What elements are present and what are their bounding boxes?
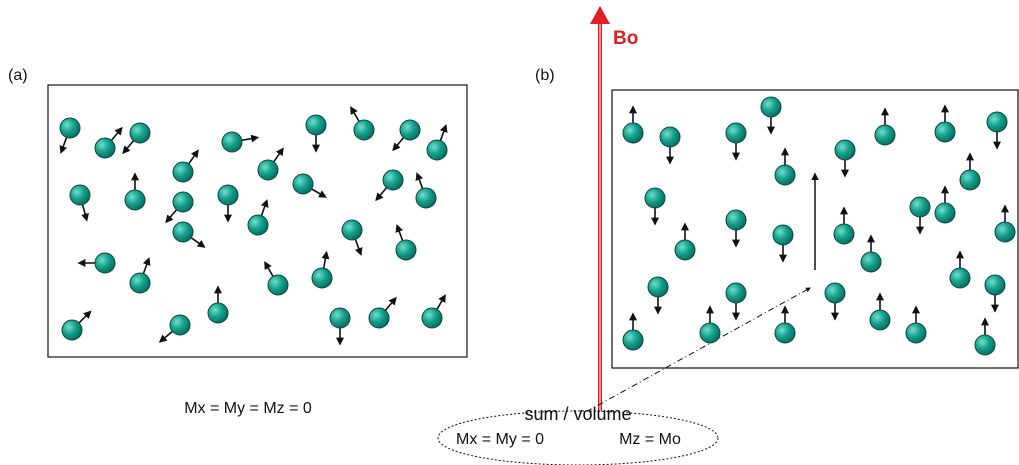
spin [369, 308, 389, 328]
spin [985, 275, 1005, 295]
note-right: Mz = Mo [619, 431, 681, 448]
spin [427, 140, 447, 160]
spin [173, 222, 193, 242]
spin [910, 197, 930, 217]
spin [875, 125, 895, 145]
spin [675, 240, 695, 260]
spin [342, 220, 362, 240]
spin [975, 335, 995, 355]
spin [95, 138, 115, 158]
spin [870, 310, 890, 330]
spin [645, 188, 665, 208]
spin [62, 320, 82, 340]
spin [130, 123, 150, 143]
spin [906, 323, 926, 343]
spin [125, 190, 145, 210]
spin [222, 132, 242, 152]
panel-a-caption: Mx = My = Mz = 0 [184, 400, 312, 417]
spin [761, 97, 781, 117]
spin [416, 188, 436, 208]
spin [995, 222, 1015, 242]
spin [726, 283, 746, 303]
spin [268, 275, 288, 295]
spin [648, 277, 668, 297]
spin [130, 273, 150, 293]
field-arrow-head [590, 6, 610, 24]
spin [950, 268, 970, 288]
diagram: (a) Mx = My = Mz = 0 (b) Bo sum / volume… [0, 0, 1019, 465]
note-left: Mx = My = 0 [456, 431, 544, 448]
spin [306, 115, 326, 135]
spin [248, 215, 268, 235]
spin [623, 123, 643, 143]
spin [935, 203, 955, 223]
spin [775, 323, 795, 343]
panel-a-label: (a) [8, 67, 28, 84]
spin [960, 170, 980, 190]
spin [834, 224, 854, 244]
spin [660, 127, 680, 147]
spin [354, 120, 374, 140]
spin [170, 315, 190, 335]
spin [173, 162, 193, 182]
spin [208, 303, 228, 323]
spin [987, 112, 1007, 132]
spin [775, 165, 795, 185]
panel-b-label: (b) [535, 67, 555, 84]
spin [773, 225, 793, 245]
spin [60, 118, 80, 138]
spin [95, 253, 115, 273]
spin [330, 308, 350, 328]
spin [70, 185, 90, 205]
field-label: Bo [613, 28, 638, 49]
spin [312, 268, 332, 288]
spin [218, 185, 238, 205]
spin [383, 170, 403, 190]
note-title: sum / volume [524, 404, 631, 424]
spin [861, 252, 881, 272]
spin [726, 210, 746, 230]
spin [700, 323, 720, 343]
spin [935, 122, 955, 142]
spin [293, 174, 313, 194]
spin [835, 140, 855, 160]
spin [258, 160, 278, 180]
spin [623, 330, 643, 350]
spin [400, 120, 420, 140]
spin [825, 283, 845, 303]
spin [422, 308, 442, 328]
spin [173, 192, 193, 212]
spin [726, 123, 746, 143]
spin [396, 240, 416, 260]
pointer-line [575, 288, 810, 418]
